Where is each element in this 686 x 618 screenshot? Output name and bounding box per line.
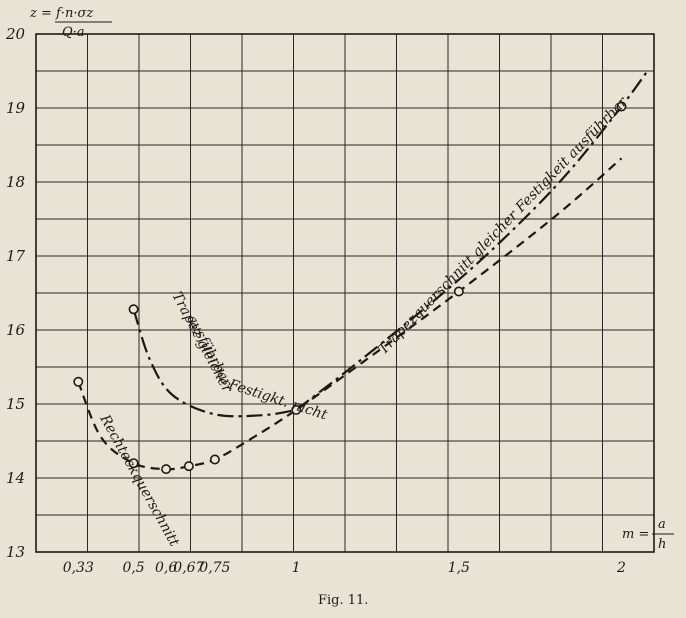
x-axis-label: m = a h [622,517,674,552]
x-tick-label: 1 [292,560,301,576]
data-point-marker [128,304,139,315]
y-tick-label: 16 [6,321,26,339]
y-tick-label: 19 [6,99,26,117]
y-axis-label-denominator: Q·a [62,25,85,40]
y-tick-label: 18 [6,173,25,191]
figure-caption: Fig. 11. [318,593,368,608]
x-tick-label: 0,33 [63,560,94,576]
y-tick-label: 14 [6,469,25,487]
x-axis-label-denominator: h [658,537,666,552]
x-tick-label: 0,75 [199,560,230,576]
x-tick-label: 0,6 [155,560,177,576]
data-point-marker [73,376,84,387]
y-axis-label-symbol: z = [29,6,52,21]
series-line-2 [132,308,297,418]
x-tick-label: 1,5 [448,560,470,576]
series-line-0 [77,157,623,471]
annotation-trapez-ausfuehrbar: Trapezquerschnitt gleicher Festigkeit au… [375,93,631,358]
x-tick-label: 0,67 [173,560,204,576]
y-axis-label: z = f·n·σz Q·a [29,6,112,40]
plot-frame [35,33,655,553]
data-point-marker [183,461,194,472]
x-axis-label-numerator: a [658,517,666,532]
data-point-marker [453,286,464,297]
data-point-marker [209,454,220,465]
data-point-marker [128,458,139,469]
x-tick-label: 0,5 [122,560,144,576]
y-tick-label: 15 [6,395,25,413]
y-axis-label-numerator: f·n·σz [55,6,93,21]
annotation-ausfuehrbar: ausführbar [183,312,235,390]
series-layer [77,70,649,471]
x-axis-label-symbol: m = [622,527,649,542]
data-point-marker [616,101,627,112]
marker-layer [73,101,627,475]
y-tick-label: 13 [6,543,25,561]
data-point-marker [161,464,172,475]
x-tick-label: 2 [616,560,626,576]
y-tick-label: 17 [6,247,26,265]
data-point-marker [291,404,302,415]
tick-labels: 13 14 15 16 17 18 19 20 0,33 0,5 0,60,670,75 1 1,5 2 [5,25,626,576]
y-tick-label: 20 [5,25,26,43]
